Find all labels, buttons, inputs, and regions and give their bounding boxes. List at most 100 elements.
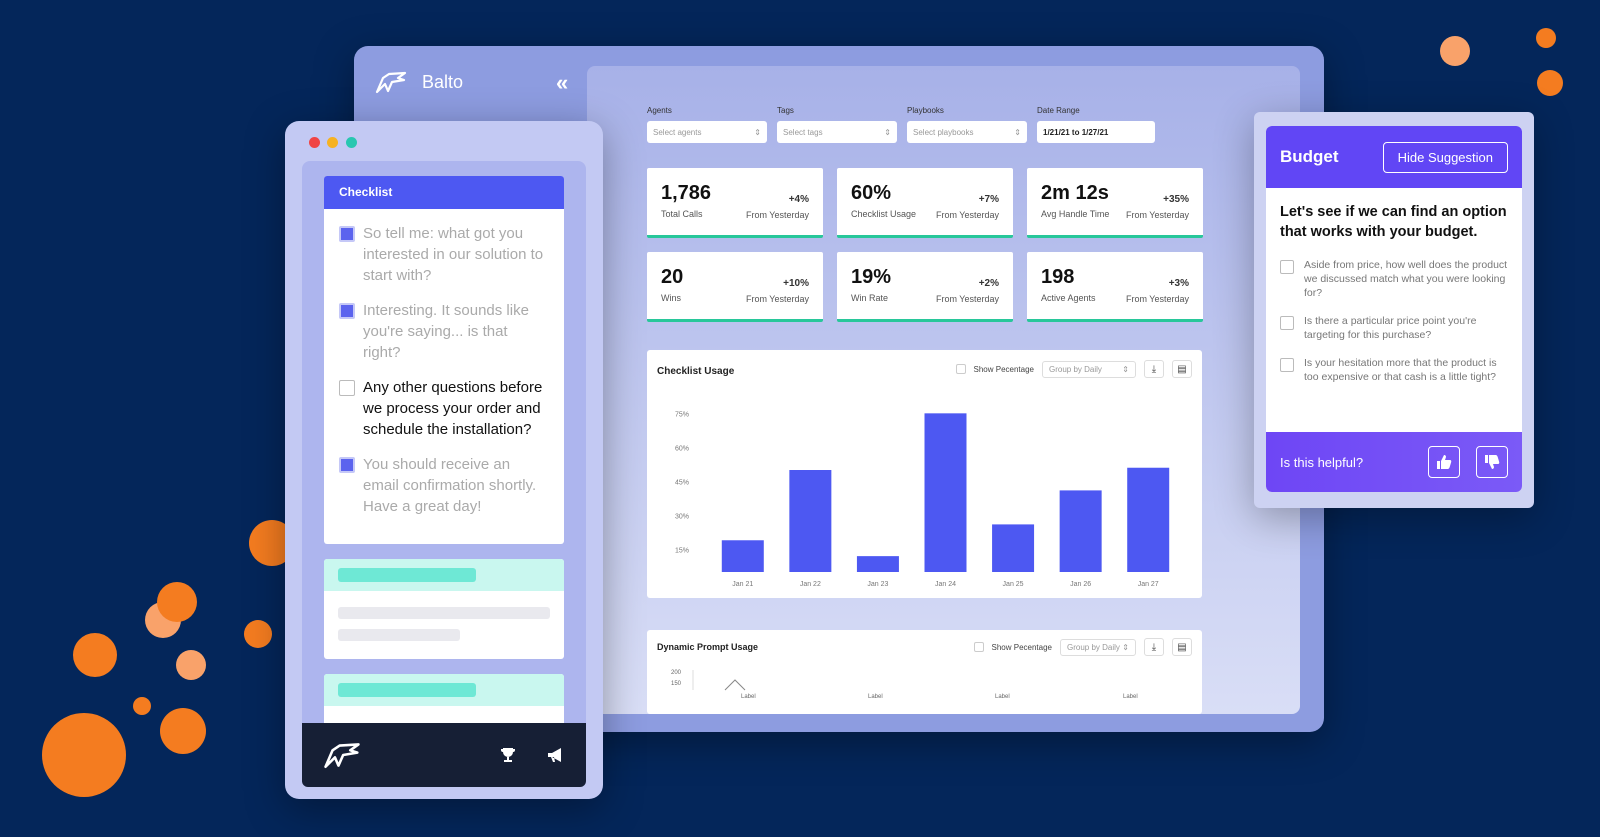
megaphone-icon[interactable] — [546, 745, 566, 765]
stat-value: 2m 12s — [1041, 182, 1109, 204]
checklist-item[interactable]: Interesting. It sounds like you're sayin… — [324, 300, 564, 363]
chart-bar[interactable] — [1127, 467, 1170, 572]
stat-value: 19% — [851, 266, 892, 288]
app-name: Balto — [422, 71, 464, 92]
decor-circle — [73, 633, 117, 677]
suggestion-header: Budget Hide Suggestion — [1266, 126, 1522, 188]
decor-circle — [1440, 36, 1470, 66]
stat-from: From Yesterday — [745, 210, 809, 220]
stat-card: 20 Wins +10% From Yesterday — [647, 252, 823, 322]
placeholder-header — [324, 559, 564, 591]
suggestion-checkbox[interactable] — [1280, 260, 1294, 274]
filter-label: Playbooks — [907, 106, 944, 115]
collapse-chevron-icon[interactable]: « — [556, 70, 569, 95]
group-by-select[interactable]: Group by Daily ⇕ — [1060, 638, 1136, 656]
hide-suggestion-button[interactable]: Hide Suggestion — [1382, 141, 1508, 173]
checklist-item[interactable]: So tell me: what got you interested in o… — [324, 223, 564, 286]
decor-circle — [1537, 70, 1563, 96]
checklist-checkbox[interactable] — [339, 303, 355, 319]
table-icon[interactable]: ▤ — [1172, 360, 1192, 378]
chart-bar[interactable] — [1059, 490, 1102, 572]
checklist-item[interactable]: Any other questions before we process yo… — [324, 377, 564, 440]
placeholder-line — [338, 629, 460, 641]
suggestion-item[interactable]: Is there a particular price point you're… — [1266, 314, 1522, 342]
thumbs-up-icon[interactable] — [1427, 446, 1460, 478]
download-icon[interactable]: ⤓ — [1144, 360, 1164, 378]
placeholder-header — [324, 674, 564, 706]
placeholder-bar — [338, 683, 476, 697]
select-placeholder: Select agents — [653, 127, 702, 137]
chart-bar[interactable] — [992, 524, 1035, 572]
x-tick-label: Jan 24 — [935, 581, 956, 588]
group-by-select[interactable]: Group by Daily ⇕ — [1042, 360, 1136, 378]
date-range-input[interactable]: 1/21/21 to 1/27/21 — [1037, 121, 1155, 143]
x-tick-label: Jan 27 — [1138, 581, 1159, 588]
agent-app-content: Checklist So tell me: what got you inter… — [302, 161, 586, 781]
show-percentage-checkbox[interactable] — [955, 364, 966, 374]
chart-bar[interactable] — [789, 470, 832, 572]
chart-bar[interactable] — [856, 556, 899, 572]
stat-value: 60% — [851, 182, 892, 204]
decor-circle — [1536, 28, 1556, 48]
stat-from: From Yesterday — [935, 210, 999, 220]
placeholder-card — [324, 559, 564, 659]
checklist-usage-chart: 15% 30% 45% 60% 75% Jan 21 Jan 22 Jan 23 Jan 24 J… — [675, 411, 1170, 588]
stat-label: Active Agents — [1041, 293, 1096, 303]
stat-label: Win Rate — [851, 293, 889, 303]
suggestion-item[interactable]: Aside from price, how well does the prod… — [1266, 258, 1522, 300]
trophy-icon[interactable] — [498, 745, 518, 765]
card-title: Dynamic Prompt Usage — [657, 642, 759, 652]
x-tick-label: Label — [995, 694, 1010, 700]
placeholder-bar — [338, 568, 476, 582]
suggestion-items: Aside from price, how well does the prod… — [1266, 258, 1522, 384]
thumbs-down-icon[interactable] — [1476, 446, 1508, 478]
download-icon[interactable]: ⤓ — [1144, 638, 1164, 656]
stat-from: From Yesterday — [935, 294, 999, 304]
filter-bar: Agents Select agents ⇕ Tags Select tags ⇕ … — [647, 106, 1155, 143]
playbooks-select[interactable]: Select playbooks ⇕ — [907, 121, 1027, 143]
card-tools: Show Pecentage Group by Daily ⇕ ⤓ ▤ — [973, 638, 1192, 656]
brand[interactable]: Balto — [374, 70, 463, 94]
agents-select[interactable]: Select agents ⇕ — [647, 121, 767, 143]
table-icon[interactable]: ▤ — [1172, 638, 1192, 656]
stat-label: Total Calls — [661, 209, 703, 219]
checklist-checkbox[interactable] — [339, 457, 355, 473]
filter-tags: Tags Select tags ⇕ — [777, 106, 897, 143]
stat-value: 198 — [1041, 266, 1075, 288]
select-arrow-icon: ⇕ — [1122, 364, 1129, 374]
suggestion-card: Budget Hide Suggestion Let's see if we c… — [1266, 126, 1522, 492]
suggestion-item-text: Is there a particular price point you're… — [1304, 315, 1477, 341]
stat-change: +7% — [978, 194, 999, 205]
show-percentage-label: Show Pecentage — [991, 642, 1053, 652]
maximize-window-dot[interactable] — [346, 137, 357, 148]
balto-logo-icon — [375, 71, 407, 94]
suggestion-checkbox[interactable] — [1280, 316, 1294, 330]
stat-label: Checklist Usage — [851, 209, 917, 219]
minimize-window-dot[interactable] — [327, 137, 338, 148]
show-percentage-checkbox[interactable] — [973, 642, 984, 652]
close-window-dot[interactable] — [309, 137, 320, 148]
tags-select[interactable]: Select tags ⇕ — [777, 121, 897, 143]
suggestion-checkbox[interactable] — [1280, 358, 1294, 372]
checklist-checkbox[interactable] — [339, 226, 355, 242]
feedback-bar: Is this helpful? — [1266, 432, 1522, 492]
select-placeholder: Select tags — [783, 127, 823, 137]
y-tick-label: 150 — [671, 681, 682, 687]
chart-bar[interactable] — [924, 413, 967, 572]
decor-circle — [157, 582, 197, 622]
x-tick-label: Label — [868, 694, 883, 700]
checklist-checkbox[interactable] — [339, 380, 355, 396]
suggestion-item[interactable]: Is your hesitation more that the product… — [1266, 356, 1522, 384]
stat-change: +10% — [783, 278, 809, 289]
checklist-items: So tell me: what got you interested in o… — [324, 223, 564, 517]
balto-logo-icon[interactable] — [322, 740, 362, 770]
x-tick-label: Label — [741, 694, 756, 700]
checklist-card: Checklist So tell me: what got you inter… — [324, 176, 564, 544]
card-title: Checklist Usage — [657, 366, 735, 377]
y-tick-label: 45% — [675, 479, 689, 486]
checklist-item[interactable]: You should receive an email confirmation… — [324, 454, 564, 517]
filter-label: Date Range — [1037, 106, 1080, 115]
filter-date-range: Date Range 1/21/21 to 1/27/21 — [1037, 106, 1155, 143]
filter-playbooks: Playbooks Select playbooks ⇕ — [907, 106, 1027, 143]
chart-bar[interactable] — [721, 540, 764, 572]
